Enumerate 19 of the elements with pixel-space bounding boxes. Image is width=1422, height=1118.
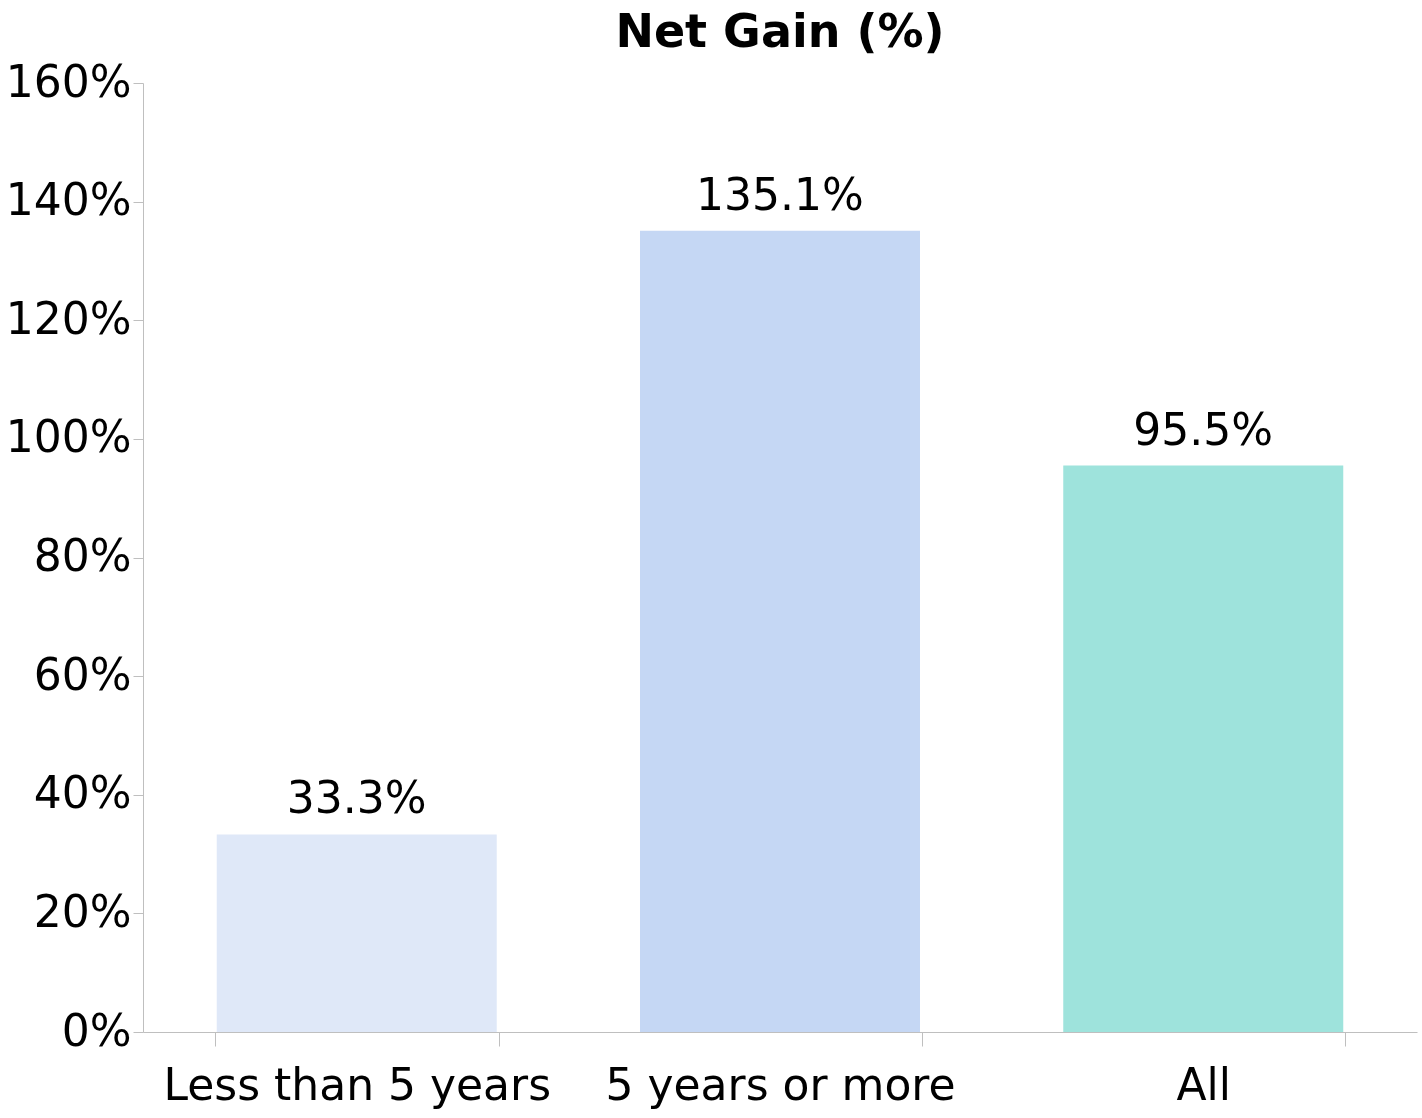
data-label: 135.1% [696,168,864,220]
x-tick-label: Less than 5 years [163,1058,552,1110]
y-tick-label: 160% [5,55,132,107]
x-tick-label: 5 years or more [605,1058,956,1110]
data-label: 33.3% [286,772,427,824]
bar [216,834,497,1032]
bar [1063,465,1344,1032]
y-tick-label: 40% [33,767,132,819]
chart-title: Net Gain (%) [615,4,945,58]
y-tick-label: 120% [5,292,132,344]
y-tick-label: 0% [61,1004,132,1056]
y-tick-label: 140% [5,174,132,226]
y-tick-label: 60% [33,648,132,700]
y-tick-label: 20% [33,885,132,937]
x-tick-label: All [1176,1058,1232,1110]
bar [640,230,920,1032]
data-label: 95.5% [1133,403,1274,455]
y-tick-label: 100% [5,411,132,463]
y-tick-label: 80% [33,530,132,581]
